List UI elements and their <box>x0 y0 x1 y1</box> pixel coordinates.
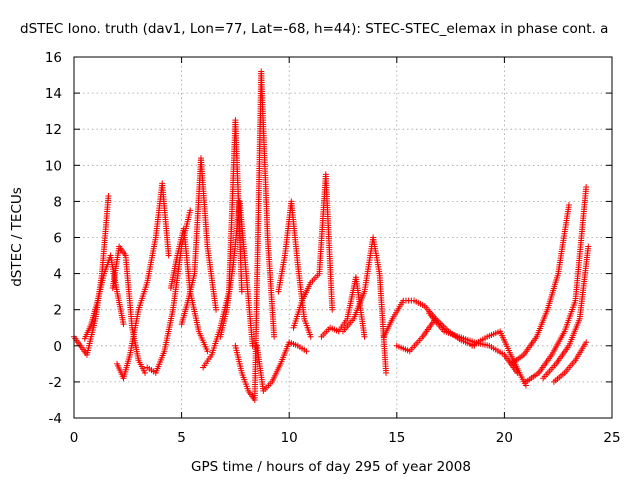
data-point-marker <box>303 348 310 355</box>
data-point-marker <box>583 339 590 346</box>
x-tick-label: 15 <box>388 430 405 446</box>
y-tick-label: 14 <box>45 86 62 102</box>
data-point-marker <box>187 207 194 214</box>
y-tick-label: 4 <box>53 267 62 283</box>
data-point-marker <box>165 252 172 259</box>
data-point-marker <box>361 333 368 340</box>
chart-title: dSTEC Iono. truth (dav1, Lon=77, Lat=-68… <box>20 21 608 37</box>
x-tick-label: 10 <box>281 430 298 446</box>
x-axis-label: GPS time / hours of day 295 of year 2008 <box>191 459 471 475</box>
y-tick-label: 8 <box>53 194 62 210</box>
data-point-marker <box>271 333 278 340</box>
y-tick-label: 0 <box>53 339 62 355</box>
data-point-marker <box>120 321 127 328</box>
data-point-marker <box>142 369 149 376</box>
y-tick-label: 12 <box>45 122 62 138</box>
data-point-marker <box>238 288 245 295</box>
data-point-marker <box>204 348 211 355</box>
y-tick-label: -2 <box>49 375 62 391</box>
data-point-marker <box>383 369 390 376</box>
data-point-marker <box>565 202 572 209</box>
data-point-marker <box>213 306 220 313</box>
y-tick-label: -4 <box>49 411 62 427</box>
y-tick-label: 10 <box>45 158 62 174</box>
points-layer <box>71 68 592 403</box>
x-tick-label: 25 <box>603 430 620 446</box>
data-point-marker <box>585 243 592 250</box>
y-axis-label: dSTEC / TECUs <box>9 187 25 287</box>
y-tick-label: 2 <box>53 303 62 319</box>
data-point-marker <box>329 306 336 313</box>
x-tick-label: 20 <box>496 430 513 446</box>
data-point-marker <box>105 192 112 199</box>
ticks-layer: 0 5 10 15 20 25 -4 -2 0 2 4 6 8 10 12 14 16 <box>45 50 621 446</box>
x-tick-label: 5 <box>177 430 186 446</box>
y-tick-label: 6 <box>53 231 62 247</box>
y-tick-label: 16 <box>45 50 62 66</box>
data-point-marker <box>307 333 314 340</box>
data-point-marker <box>583 183 590 190</box>
x-tick-label: 0 <box>70 430 79 446</box>
